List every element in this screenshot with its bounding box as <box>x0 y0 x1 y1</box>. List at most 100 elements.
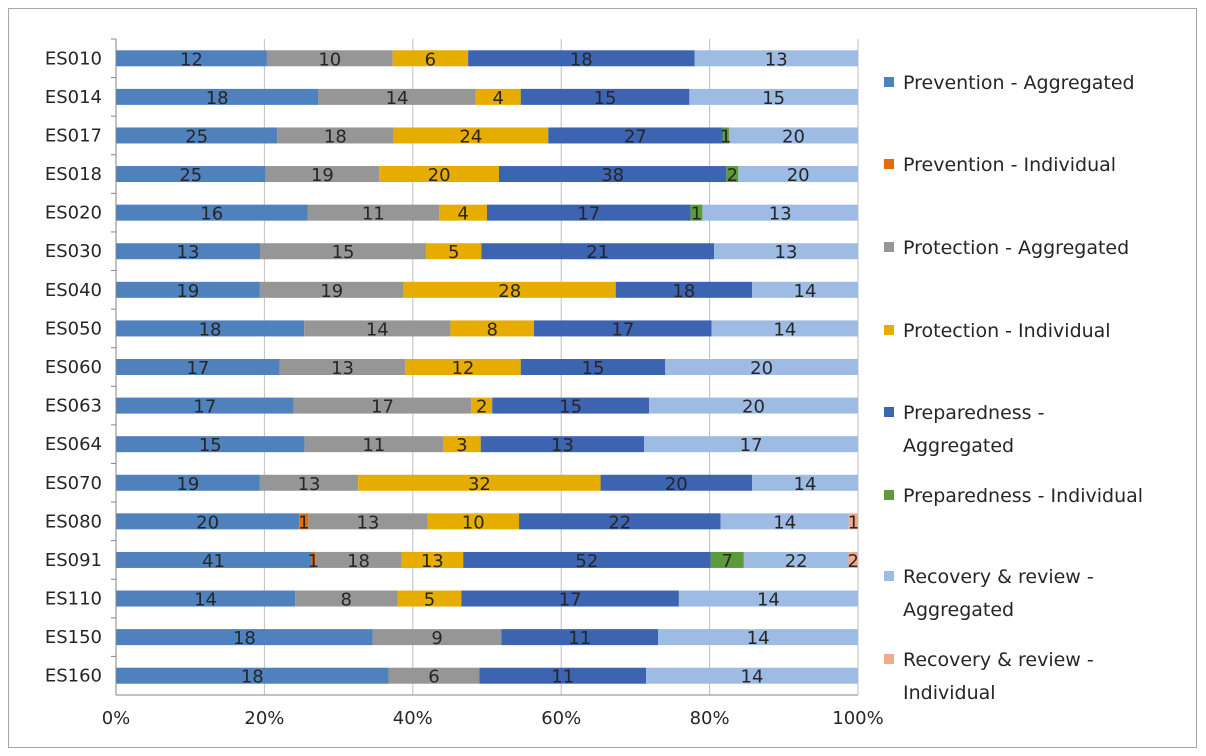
bar-segment <box>658 629 858 646</box>
bar-segment <box>689 88 858 105</box>
bar-segment <box>372 629 502 646</box>
bar-segment <box>615 281 752 298</box>
bar-segment <box>534 320 712 337</box>
segment-value-label: 19 <box>311 165 334 186</box>
segment-value-label: 1 <box>720 126 731 147</box>
bars <box>116 50 858 684</box>
bar-segment <box>714 243 858 260</box>
bar-segment <box>405 359 521 375</box>
bar-segment <box>520 359 666 375</box>
bar-segment <box>116 320 305 337</box>
bar-segment <box>694 50 858 67</box>
segment-value-label: 19 <box>176 281 199 302</box>
segment-value-label: 22 <box>785 551 808 572</box>
segment-value-label: 13 <box>551 435 574 456</box>
segment-value-label: 20 <box>787 165 810 186</box>
category-label: ES110 <box>45 589 102 610</box>
segment-value-label: 22 <box>608 512 631 533</box>
bar-segment <box>293 397 472 414</box>
chart-frame: 12 10 6 18 13 18 14 4 15 15 25 18 24 27 1 20 25 19 20 38 2 20… <box>8 8 1197 748</box>
bar-segment <box>479 667 646 684</box>
category-label: ES040 <box>45 280 102 301</box>
bar-segment <box>752 281 858 298</box>
segment-value-label: 10 <box>462 512 485 533</box>
segment-value-label: 18 <box>199 319 222 340</box>
bar-segment <box>439 204 487 221</box>
segment-value-label: 52 <box>575 551 598 572</box>
segment-value-label: 13 <box>298 474 321 495</box>
segment-value-label: 14 <box>194 590 217 611</box>
segment-value-label: 17 <box>740 435 763 456</box>
segment-value-label: 3 <box>456 435 467 456</box>
segment-value-label: 32 <box>468 474 491 495</box>
x-tick-label: 100% <box>832 708 883 729</box>
category-label: ES070 <box>45 473 102 494</box>
axes: 0% 20% 40% 60% 80% 100% ES010 ES014 ES017 ES018 ES… <box>45 38 884 729</box>
legend-label: Aggregated <box>903 435 1014 457</box>
bar-segment <box>492 397 649 414</box>
legend-swatch <box>884 571 894 581</box>
segment-value-label: 11 <box>568 628 591 649</box>
bar-segment <box>702 204 858 221</box>
bar-segment <box>471 397 493 414</box>
segment-value-label: 15 <box>582 358 605 379</box>
category-label: ES030 <box>45 241 102 262</box>
segment-value-label: 14 <box>741 667 764 688</box>
bar-segment <box>116 204 308 221</box>
bar-segment <box>848 551 858 568</box>
category-label: ES080 <box>45 511 102 532</box>
legend-swatch <box>884 490 894 500</box>
bar-segment <box>498 166 727 183</box>
legend-label: Aggregated <box>903 599 1014 621</box>
legend-label: Individual <box>903 682 996 704</box>
legend-label: Preparedness - Individual <box>903 485 1143 507</box>
segment-value-label: 15 <box>559 397 582 418</box>
bar-segment <box>426 243 482 260</box>
legend-label: Recovery & review - <box>903 649 1094 671</box>
segment-value-label: 8 <box>486 319 497 340</box>
bar-segment <box>116 513 300 530</box>
bar-segment <box>743 551 849 568</box>
segment-value-label: 14 <box>747 628 770 649</box>
bar-segment <box>259 281 404 298</box>
bar-segment <box>315 551 402 568</box>
legend-label: Prevention - Aggregated <box>903 72 1135 94</box>
bar-segment <box>519 513 721 530</box>
bar-segment <box>266 50 393 67</box>
segment-value-label: 18 <box>206 88 229 109</box>
bar-segment <box>379 166 499 183</box>
segment-value-label: 15 <box>594 88 617 109</box>
bar-segment <box>393 127 549 144</box>
bar-segment <box>116 127 278 144</box>
bar-segment <box>720 513 849 530</box>
bar-segment <box>501 629 659 646</box>
segment-value-label: 10 <box>318 49 341 70</box>
segment-value-label: 11 <box>362 204 385 225</box>
segment-value-label: 19 <box>176 474 199 495</box>
bar-segment <box>358 474 601 491</box>
legend-swatch <box>884 77 894 87</box>
bar-segment <box>728 127 858 144</box>
bar-segment <box>401 551 464 568</box>
segment-value-label: 5 <box>448 242 459 263</box>
category-label: ES020 <box>45 203 102 224</box>
bar-segment <box>265 166 380 183</box>
segment-value-label: 13 <box>331 358 354 379</box>
category-label: ES010 <box>45 48 102 69</box>
legend-label: Protection - Individual <box>903 320 1111 342</box>
x-tick-label: 0% <box>102 708 131 729</box>
segment-value-label: 20 <box>742 397 765 418</box>
segment-value-label: 5 <box>424 590 435 611</box>
category-label: ES160 <box>45 666 102 687</box>
bar-segment <box>678 590 858 607</box>
category-label: ES014 <box>45 87 102 108</box>
category-label: ES091 <box>45 550 102 571</box>
segment-value-label: 4 <box>457 204 468 225</box>
legend-swatch <box>884 407 894 417</box>
bar-segment <box>304 436 443 453</box>
segment-value-label: 13 <box>775 242 798 263</box>
category-label: ES063 <box>45 396 102 417</box>
x-tick-label: 40% <box>393 708 433 729</box>
bar-segment <box>392 50 469 67</box>
bar-segment <box>116 88 319 105</box>
